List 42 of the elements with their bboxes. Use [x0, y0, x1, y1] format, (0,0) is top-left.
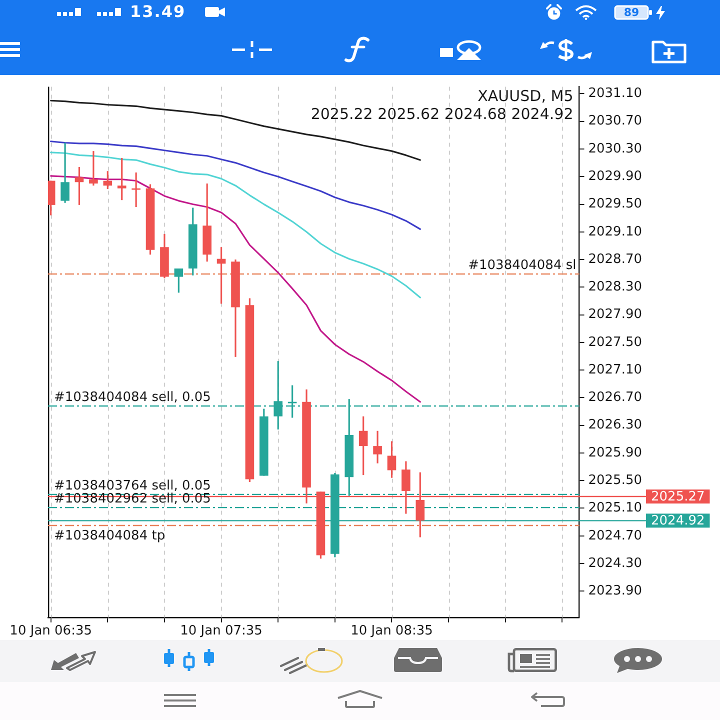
text: 2025.22 2025.62 2024.68 2024.92: [310, 105, 574, 124]
ref-line-label: #1038404084 sell, 0.05: [54, 390, 211, 405]
text: 13.49: [130, 2, 186, 22]
x-tick-label: 10 Jan 06:35: [10, 624, 92, 639]
candlestick: [60, 142, 70, 204]
y-tick-label: 2029.90: [588, 168, 642, 184]
ref-line-label: #1038403764 sell, 0.05: [54, 478, 211, 494]
y-tick-label: 2029.10: [588, 224, 642, 240]
ref-line-label: 2024.92: [651, 514, 705, 529]
y-tick-label: 2027.50: [588, 334, 642, 350]
x-tick-label: 10 Jan 08:35: [350, 624, 433, 639]
x-tick-label: 10 Jan 07:35: [180, 624, 262, 639]
y-tick-label: 2030.70: [588, 114, 642, 129]
y-tick-label: 2024.30: [588, 556, 642, 571]
y-tick-label: 2026.30: [588, 418, 642, 433]
candlestick: [174, 268, 184, 294]
y-tick-label: 2026.70: [588, 390, 642, 406]
y-tick-label: 2028.70: [588, 252, 642, 267]
y-tick-label: 2027.10: [588, 362, 642, 378]
y-tick-label: 2023.90: [588, 584, 642, 599]
candlestick: [117, 157, 126, 201]
y-tick-label: 2025.50: [588, 472, 642, 488]
candlestick: [74, 166, 84, 206]
candlestick: [373, 430, 382, 464]
ref-line-label: #1038404084 sl: [468, 258, 576, 273]
y-tick-label: 2027.90: [588, 307, 642, 322]
candlestick: [358, 416, 368, 476]
y-tick-label: 2029.50: [588, 196, 642, 212]
y-tick-label: 2025.90: [588, 445, 642, 460]
chart-title: XAUUSD, M5: [478, 87, 574, 106]
candlestick: [132, 172, 140, 208]
y-tick-label: 2030.30: [588, 141, 642, 156]
candlestick: [387, 440, 396, 479]
ref-line-label: #1038404084 tp: [54, 528, 166, 544]
ref-line-label: 2025.27: [651, 489, 705, 504]
candlestick: [89, 150, 98, 186]
y-tick-label: 2024.70: [588, 528, 642, 544]
candlestick: [216, 246, 226, 305]
candlestick: [103, 170, 112, 190]
y-tick-label: 2028.30: [588, 280, 642, 295]
y-tick-label: 2031.10: [588, 86, 642, 102]
y-tick-label: 2025.10: [588, 500, 642, 516]
